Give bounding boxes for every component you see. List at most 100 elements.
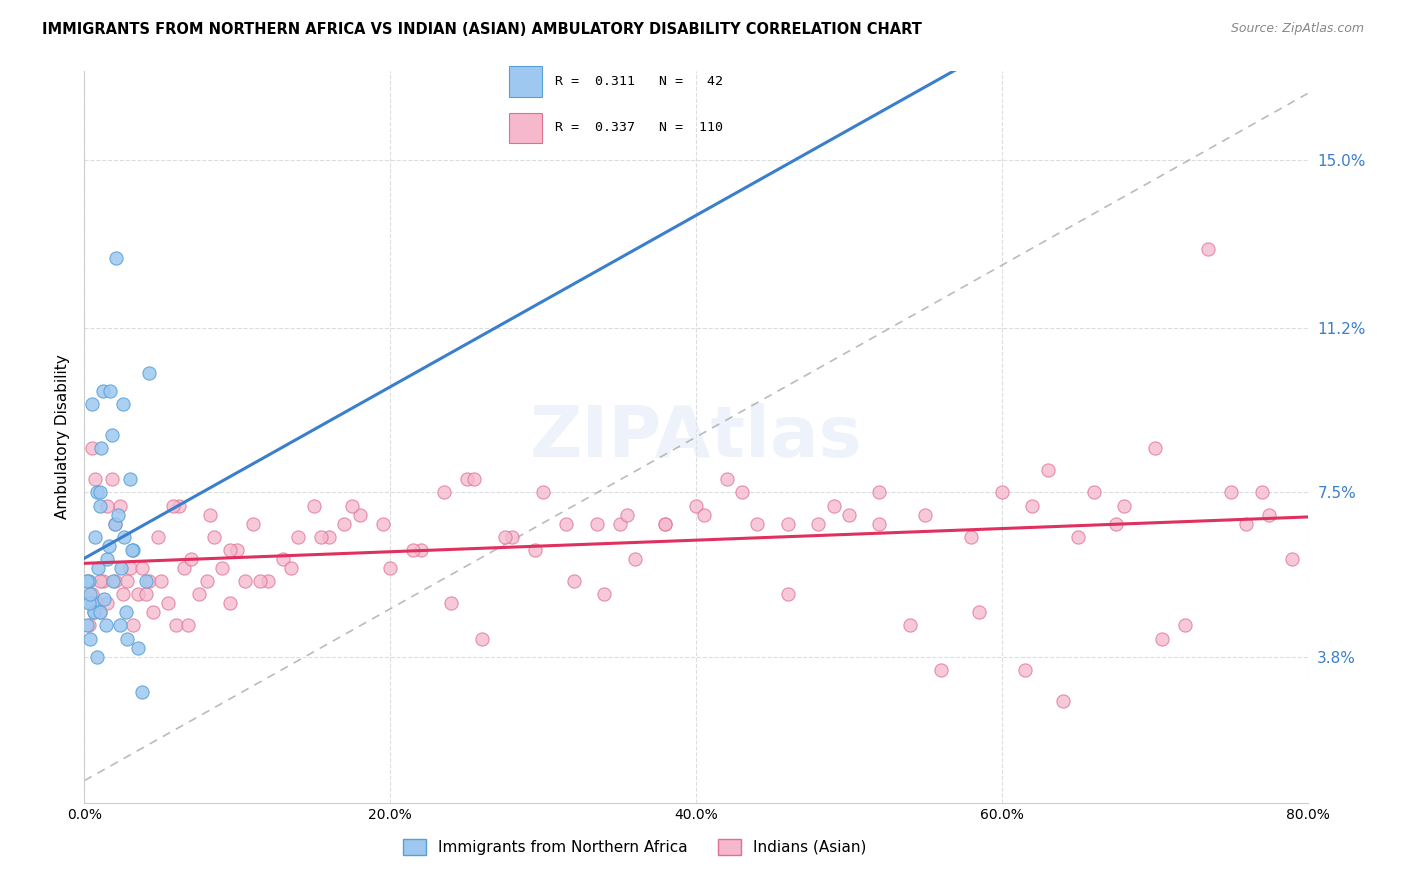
Point: [433, 485, 456, 500]
Point: [79, 587, 101, 601]
Point: [257, 574, 280, 589]
Point: [242, 516, 264, 531]
Point: [91, 384, 114, 398]
Point: [157, 596, 180, 610]
Point: [80, 441, 103, 455]
Point: [94, 618, 117, 632]
Point: [692, 508, 714, 522]
Point: [104, 516, 127, 531]
Point: [110, 561, 132, 575]
Point: [838, 508, 860, 522]
Point: [1281, 552, 1303, 566]
Point: [776, 516, 799, 531]
Point: [233, 574, 256, 589]
Point: [90, 441, 112, 455]
Point: [89, 485, 111, 500]
Point: [87, 561, 110, 575]
Point: [80, 596, 103, 610]
Point: [562, 574, 585, 589]
Point: [1105, 516, 1128, 531]
Point: [1220, 485, 1243, 500]
Point: [371, 516, 394, 531]
Point: [112, 530, 135, 544]
Point: [131, 685, 153, 699]
Point: [249, 574, 271, 589]
Point: [929, 663, 952, 677]
Point: [211, 561, 233, 575]
Point: [77, 596, 100, 610]
Point: [76, 574, 98, 589]
Point: [188, 587, 211, 601]
Point: [96, 596, 118, 610]
Point: [960, 530, 983, 544]
Point: [218, 543, 240, 558]
Point: [96, 552, 118, 566]
Text: ZIPAtlas: ZIPAtlas: [530, 402, 862, 472]
Point: [456, 472, 478, 486]
Point: [138, 574, 160, 589]
Point: [991, 485, 1014, 500]
Text: R =  0.337   N =  110: R = 0.337 N = 110: [555, 121, 723, 135]
Point: [108, 618, 131, 632]
Point: [138, 366, 160, 380]
Point: [103, 574, 125, 589]
Point: [107, 508, 129, 522]
Point: [89, 605, 111, 619]
Point: [1258, 508, 1281, 522]
Bar: [509, 66, 543, 97]
Point: [593, 587, 616, 601]
Point: [340, 499, 363, 513]
Point: [142, 605, 165, 619]
Point: [869, 485, 891, 500]
Point: [135, 587, 157, 601]
Point: [1236, 516, 1258, 531]
Point: [409, 543, 432, 558]
Point: [731, 485, 754, 500]
Point: [167, 499, 190, 513]
Point: [89, 499, 111, 513]
Point: [114, 605, 136, 619]
Point: [97, 539, 120, 553]
Point: [101, 428, 124, 442]
Point: [104, 516, 127, 531]
Point: [1114, 499, 1136, 513]
Point: [89, 574, 111, 589]
Point: [120, 472, 142, 486]
Point: [494, 530, 516, 544]
Point: [111, 587, 134, 601]
Point: [585, 516, 607, 531]
Point: [218, 596, 240, 610]
Point: [685, 499, 707, 513]
Point: [1014, 663, 1036, 677]
Point: [349, 508, 371, 522]
Point: [104, 574, 127, 589]
Point: [471, 632, 494, 646]
Point: [173, 561, 195, 575]
Point: [898, 618, 921, 632]
Point: [616, 508, 638, 522]
Point: [914, 508, 936, 522]
Point: [135, 574, 157, 589]
Point: [555, 516, 578, 531]
Point: [318, 530, 340, 544]
Point: [96, 499, 118, 513]
Point: [86, 596, 108, 610]
Point: [271, 552, 294, 566]
Point: [76, 618, 98, 632]
Point: [120, 561, 142, 575]
Point: [84, 530, 107, 544]
Point: [76, 574, 98, 589]
Point: [1250, 485, 1272, 500]
Point: [83, 605, 105, 619]
Point: [287, 530, 309, 544]
Legend: Immigrants from Northern Africa, Indians (Asian): Immigrants from Northern Africa, Indians…: [396, 833, 873, 861]
Point: [93, 591, 115, 606]
Point: [98, 384, 121, 398]
Point: [127, 640, 149, 655]
Point: [716, 472, 738, 486]
Point: [77, 618, 100, 632]
Point: [747, 516, 769, 531]
Text: Source: ZipAtlas.com: Source: ZipAtlas.com: [1230, 22, 1364, 36]
Point: [1152, 632, 1174, 646]
Point: [1036, 463, 1059, 477]
